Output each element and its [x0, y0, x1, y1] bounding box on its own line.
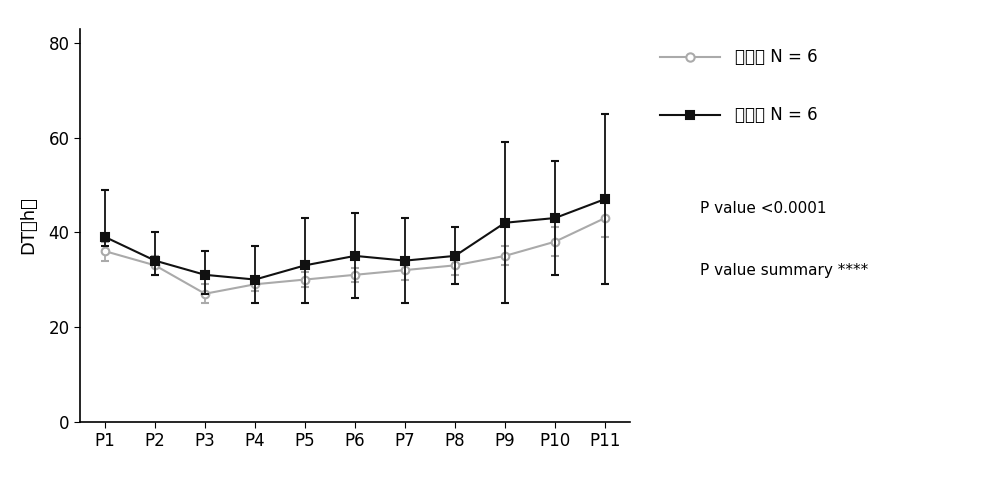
Text: 白膜法 N = 6: 白膜法 N = 6 [735, 106, 818, 124]
Text: P value <0.0001: P value <0.0001 [700, 201, 827, 216]
Text: 过滤法 N = 6: 过滤法 N = 6 [735, 48, 818, 67]
Text: P value summary ****: P value summary **** [700, 263, 868, 278]
Y-axis label: DT（h）: DT（h） [19, 196, 37, 254]
